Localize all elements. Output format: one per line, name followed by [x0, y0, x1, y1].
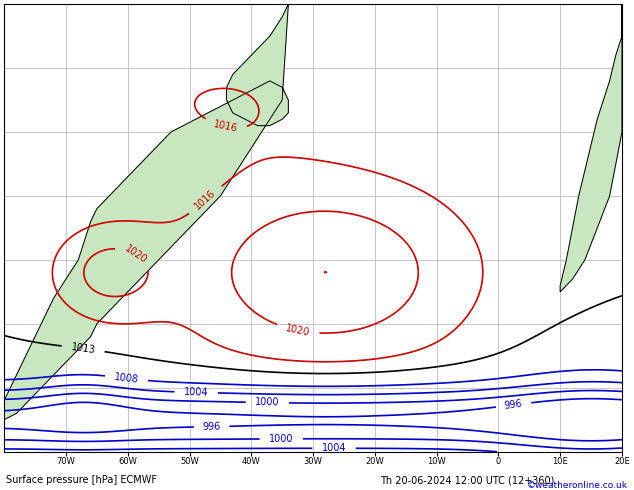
Text: ©weatheronline.co.uk: ©weatheronline.co.uk: [527, 481, 628, 490]
Text: 1020: 1020: [123, 244, 149, 266]
Text: 1004: 1004: [184, 387, 209, 398]
Text: Surface pressure [hPa] ECMWF: Surface pressure [hPa] ECMWF: [6, 475, 157, 485]
Text: 1016: 1016: [212, 119, 238, 134]
Polygon shape: [560, 4, 622, 292]
Text: 1000: 1000: [255, 397, 280, 408]
Text: 1008: 1008: [113, 372, 139, 385]
Text: 996: 996: [202, 421, 221, 432]
Text: 1016: 1016: [193, 188, 218, 212]
Text: Th 20-06-2024 12:00 UTC (12+360): Th 20-06-2024 12:00 UTC (12+360): [380, 475, 555, 485]
Text: 1004: 1004: [321, 443, 346, 453]
Text: 1000: 1000: [269, 434, 294, 444]
Text: 996: 996: [504, 399, 523, 411]
Text: 1013: 1013: [70, 342, 96, 355]
Polygon shape: [4, 4, 288, 420]
Text: 1020: 1020: [285, 323, 311, 338]
